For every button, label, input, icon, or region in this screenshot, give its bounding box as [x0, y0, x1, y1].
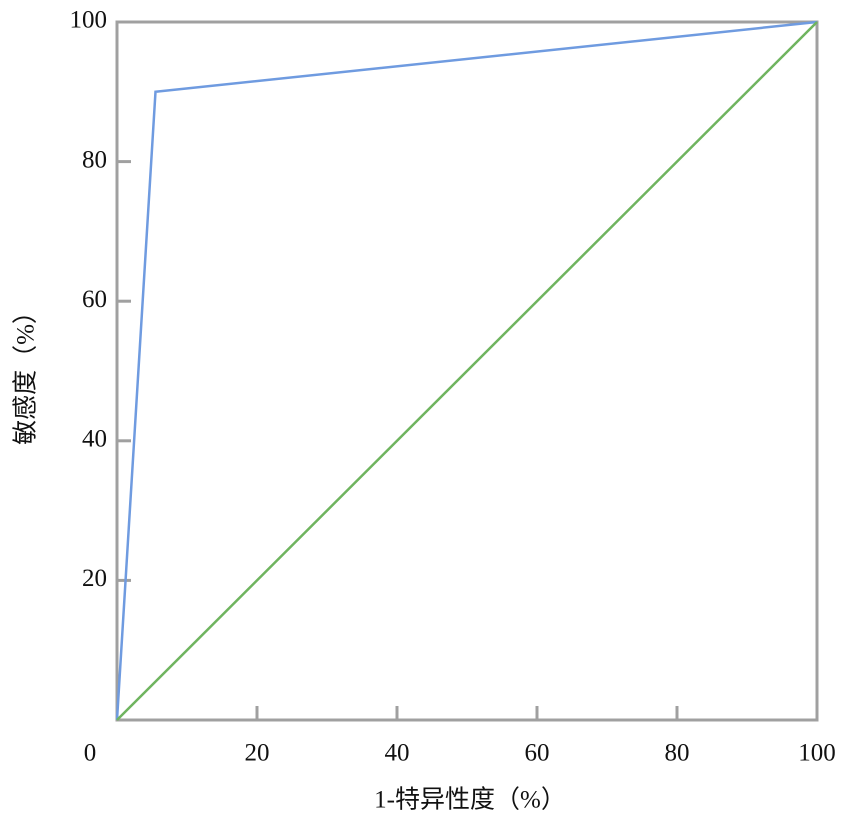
- x-tick-label: 100: [798, 740, 836, 767]
- y-axis-label: 敏感度（%）: [12, 299, 40, 445]
- series-line: [116, 21, 818, 721]
- y-tick-label: 100: [70, 7, 108, 34]
- x-tick-label: 60: [525, 740, 550, 767]
- y-tick-label: 40: [82, 426, 107, 453]
- y-tick-label: 80: [82, 146, 107, 173]
- x-axis-label: 1-特异性度（%）: [374, 786, 566, 814]
- x-tick-label: 80: [665, 740, 690, 767]
- x-tick-label: 20: [245, 740, 270, 767]
- x-tick-label: 0: [84, 740, 97, 767]
- y-tick-label: 20: [82, 565, 107, 592]
- y-tick-label: 60: [82, 286, 107, 313]
- plot-frame: [115, 20, 819, 722]
- series-line: [115, 20, 818, 721]
- x-tick-label: 40: [385, 740, 410, 767]
